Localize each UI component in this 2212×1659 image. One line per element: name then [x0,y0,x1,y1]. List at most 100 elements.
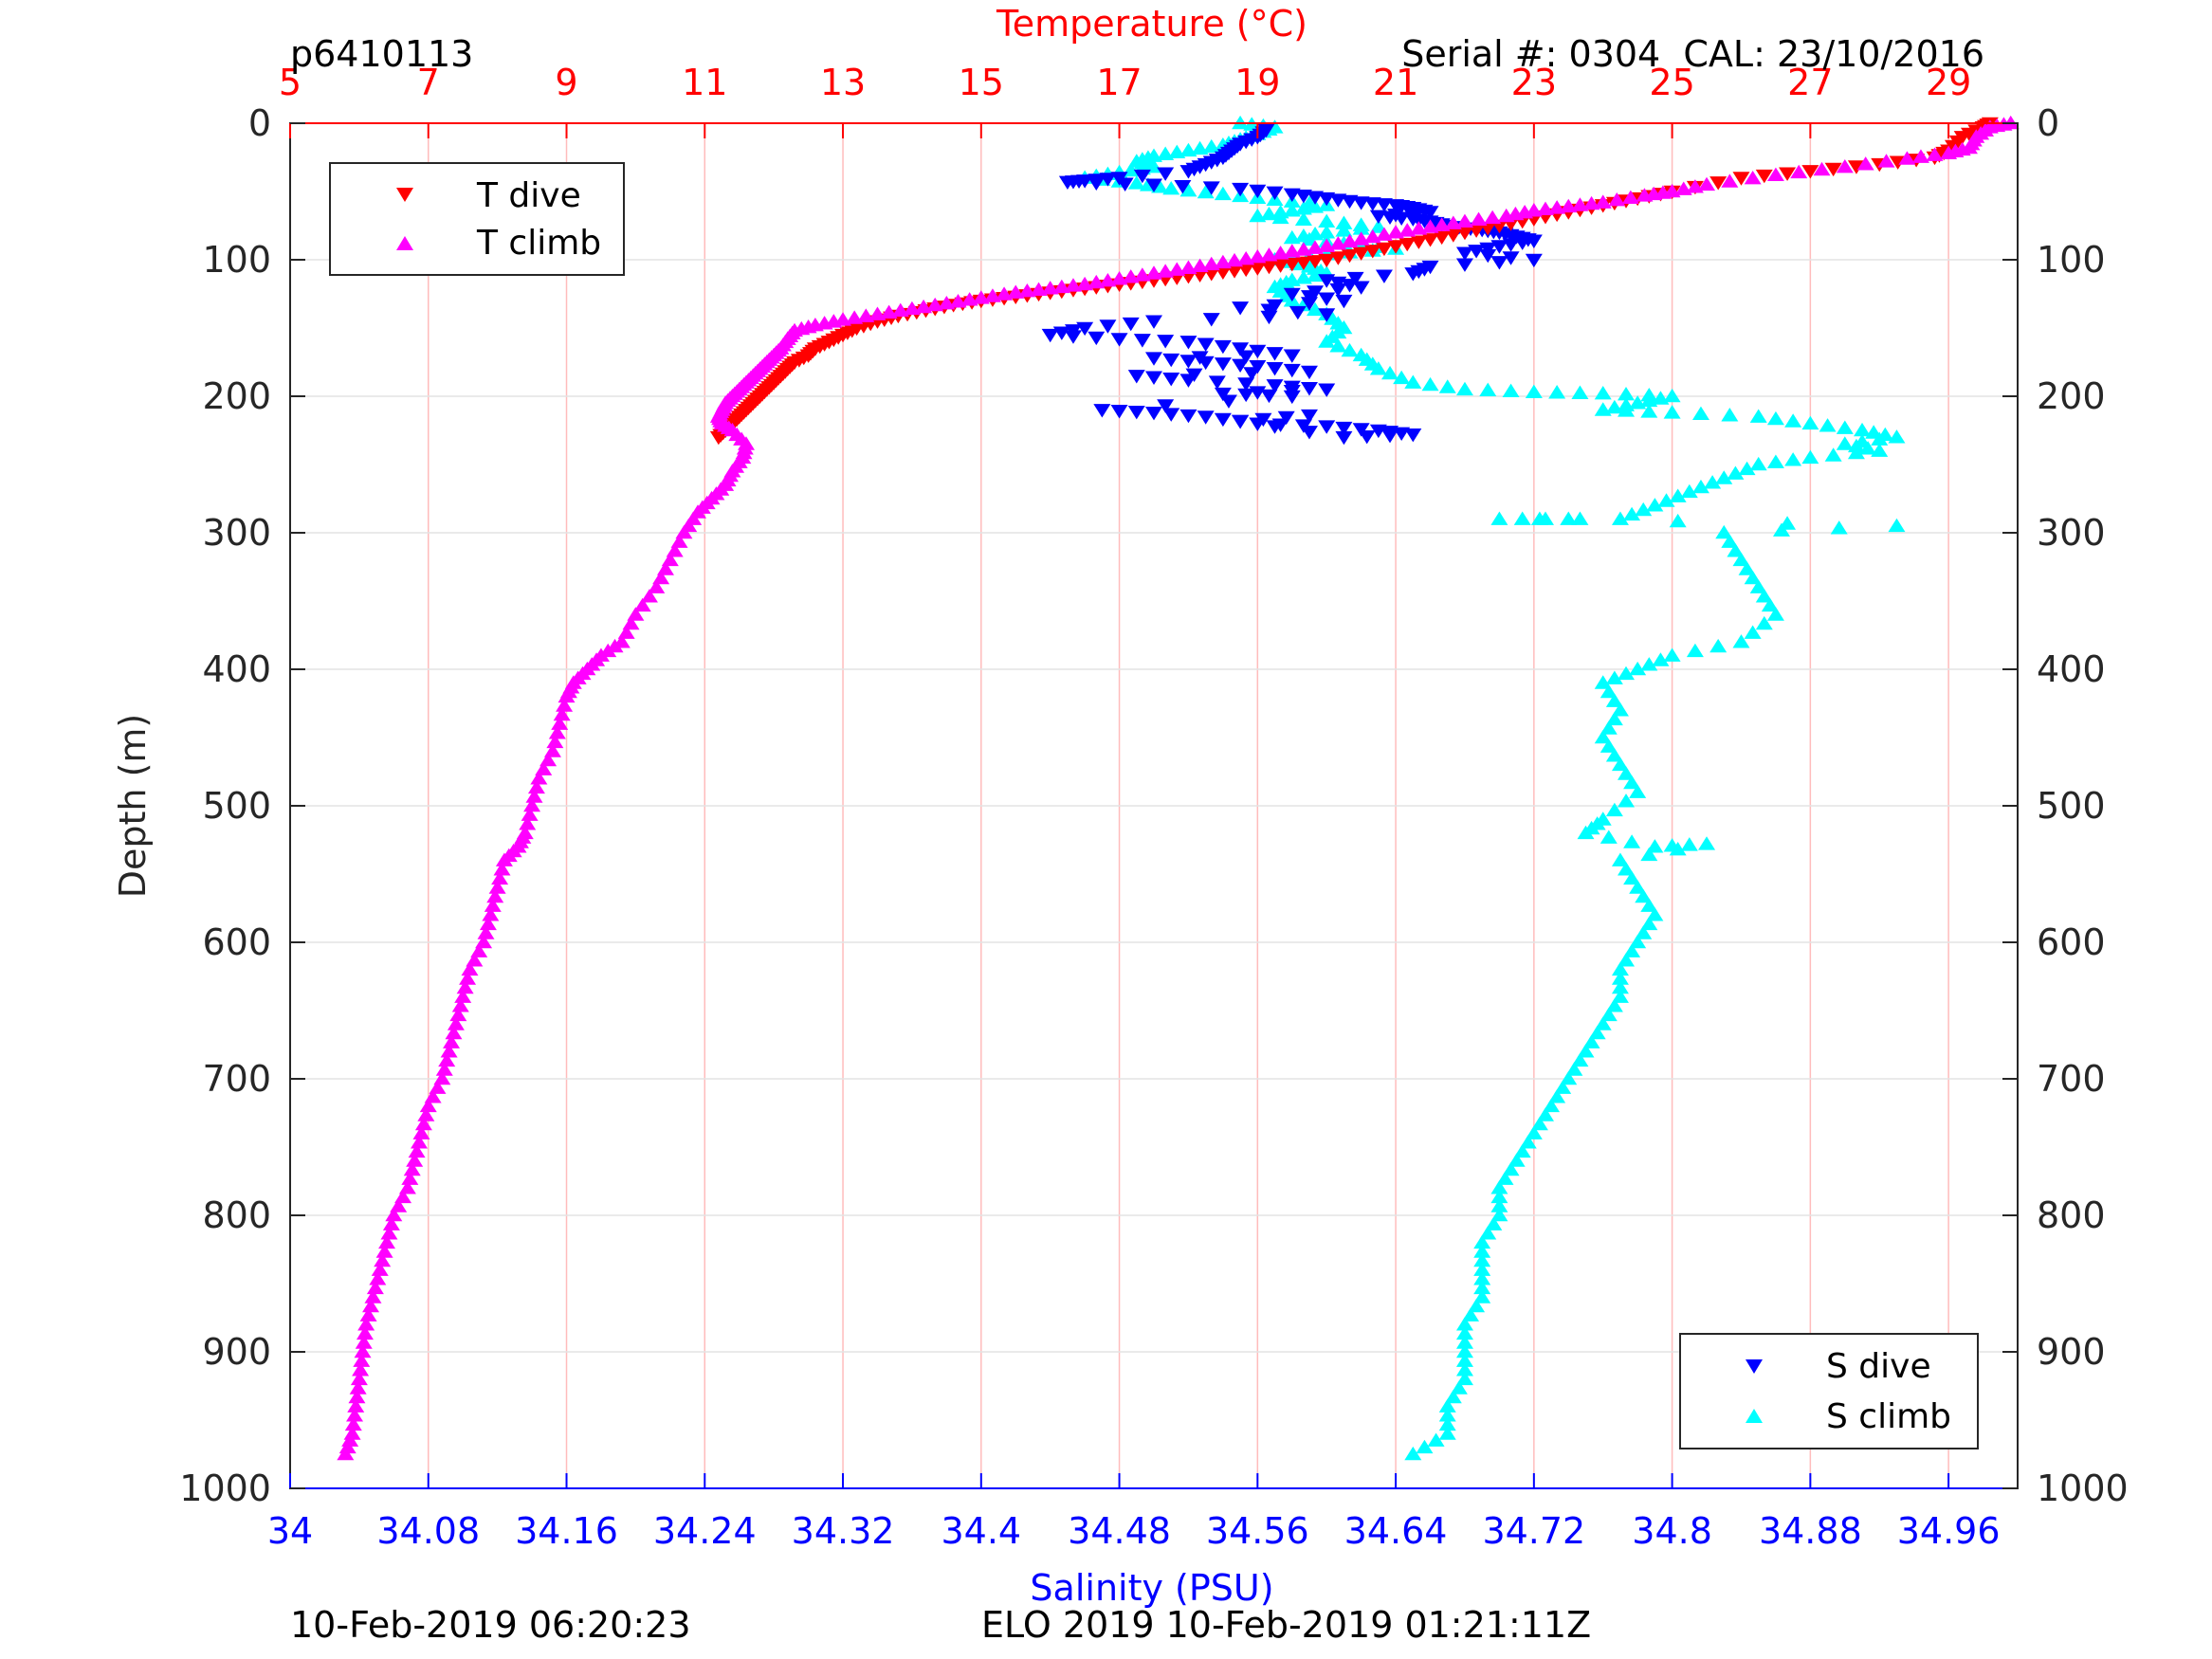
t-climb-point [648,579,666,593]
salinity-tick-label: 34.08 [376,1510,480,1552]
s-dive-point [1300,382,1318,396]
t-climb-point [527,779,545,794]
t-climb-point [915,299,933,314]
salinity-tick-label: 34.88 [1759,1510,1862,1552]
s-climb-point [1307,301,1325,317]
t-climb-point [359,1307,377,1322]
t-climb-point [443,1034,461,1048]
s-climb-point [1479,1226,1497,1240]
t-climb-point [1329,236,1347,250]
s-climb-point [1157,146,1175,160]
s-dive-point [1122,317,1140,332]
t-climb-point [364,1289,382,1304]
s-dive-point [1346,271,1364,286]
t-climb-point [1898,151,1916,165]
s-climb-point [1294,270,1312,284]
s-climb-point [1490,1180,1508,1194]
s-dive-point [1041,328,1059,343]
s-dive-point [1219,394,1237,409]
t-climb-point [1387,225,1405,239]
s-dive-point [1266,379,1284,393]
s-climb-point [1784,452,1802,466]
s-climb-point [1709,638,1728,653]
depth-tick-label-left: 300 [202,512,271,554]
s-dive-point [1197,410,1215,425]
s-climb-point [1859,441,1877,455]
s-climb-point [1772,522,1790,537]
t-climb-point [1318,238,1336,252]
t-climb-point [558,688,576,703]
legend-t-climb-label: T climb [476,224,601,263]
t-climb-point [1064,278,1082,292]
t-climb-point [1341,233,1359,248]
footer-timestamp-right: ELO 2019 10-Feb-2019 01:21:11Z [981,1604,1591,1646]
s-climb-point [1438,1416,1456,1431]
s-climb-point [1611,511,1629,525]
s-climb-point [1600,738,1618,753]
s-dive-point [1249,344,1267,359]
t-climb-point [1133,267,1151,282]
depth-tick-label-right: 700 [2037,1058,2106,1100]
legend-t-dive-label: T dive [476,176,581,215]
t-climb-point [996,286,1014,301]
s-dive-point [1300,409,1318,424]
t-climb-point [640,589,658,603]
t-climb-point [1237,250,1255,265]
t-climb-point [380,1226,398,1240]
s-climb-point [1283,229,1301,245]
s-climb-point [1640,916,1658,931]
s-dive-point [1232,182,1250,197]
s-climb-point [1618,953,1636,967]
t-climb-point [553,706,571,721]
s-climb-point [1646,907,1664,921]
t-climb-point [1497,208,1515,223]
s-dive-point [1381,428,1399,444]
s-climb-point [1680,837,1698,851]
depth-tick-label-left: 400 [202,648,271,690]
temperature-tick-label: 5 [279,62,302,103]
t-climb-point [1398,223,1417,237]
t-climb-point [1307,240,1325,254]
t-climb-point [348,1389,366,1404]
s-dive-point [1110,405,1128,419]
s-climb-point [1623,943,1641,957]
s-climb-point [1721,534,1739,548]
s-dive-point [1174,179,1192,194]
s-climb-point [1611,979,1629,994]
temperature-legend: T dive T climb [329,162,625,276]
s-climb-point [1755,615,1773,630]
s-climb-point [1271,210,1289,225]
s-climb-point [1605,670,1623,684]
s-climb-point [1704,475,1722,489]
t-climb-point [633,597,651,612]
s-climb-point [1162,181,1180,195]
s-dive-point [1266,361,1284,376]
s-dive-point [1283,363,1301,378]
s-climb-point [1611,757,1629,772]
s-climb-point [1490,511,1508,525]
t-climb-point [548,725,566,739]
s-climb-point [1605,711,1623,726]
depth-tick-label-right: 200 [2037,375,2106,417]
t-climb-point [488,880,506,894]
t-climb-point [1410,221,1428,235]
depth-tick-label-left: 0 [248,102,271,144]
t-climb-point [495,852,513,866]
t-climb-point [357,1317,375,1331]
s-dive-point [1318,308,1336,322]
depth-tick-label-left: 500 [202,785,271,827]
t-dive-point [1779,167,1797,181]
s-climb-point [1490,1198,1508,1212]
t-climb-point [1226,252,1244,267]
salinity-tick-label: 34 [267,1510,313,1552]
t-dive-point [1847,160,1865,174]
s-climb-point [1635,888,1653,903]
t-climb-point [938,295,956,310]
s-dive-point [1352,423,1370,437]
legend-t-climb-marker [396,236,413,250]
s-dive-point [1179,336,1197,350]
s-climb-point [1738,461,1756,476]
t-climb-point [1470,211,1488,227]
s-dive-point [1093,404,1111,418]
t-climb-point [375,1244,393,1258]
